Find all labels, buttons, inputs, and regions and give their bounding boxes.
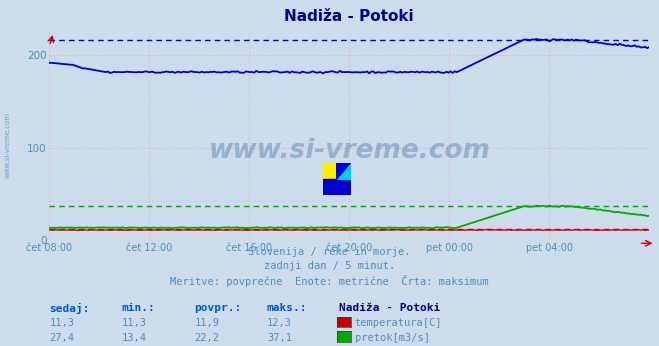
Text: 22,2: 22,2 <box>194 333 219 343</box>
Text: 11,3: 11,3 <box>49 318 74 328</box>
Text: 37,1: 37,1 <box>267 333 292 343</box>
Text: www.si-vreme.com: www.si-vreme.com <box>208 138 490 164</box>
Text: Slovenija / reke in morje.: Slovenija / reke in morje. <box>248 247 411 257</box>
Text: povpr.:: povpr.: <box>194 303 242 313</box>
Text: pretok[m3/s]: pretok[m3/s] <box>355 333 430 343</box>
Text: temperatura[C]: temperatura[C] <box>355 318 442 328</box>
Text: 11,9: 11,9 <box>194 318 219 328</box>
Text: Meritve: povprečne  Enote: metrične  Črta: maksimum: Meritve: povprečne Enote: metrične Črta:… <box>170 275 489 287</box>
Polygon shape <box>337 163 351 179</box>
Text: 11,3: 11,3 <box>122 318 147 328</box>
Text: zadnji dan / 5 minut.: zadnji dan / 5 minut. <box>264 261 395 271</box>
Text: maks.:: maks.: <box>267 303 307 313</box>
Bar <box>337 163 351 179</box>
Text: www.si-vreme.com: www.si-vreme.com <box>5 112 11 179</box>
Text: Nadiža - Potoki: Nadiža - Potoki <box>339 303 441 313</box>
Text: 13,4: 13,4 <box>122 333 147 343</box>
Text: min.:: min.: <box>122 303 156 313</box>
Text: 12,3: 12,3 <box>267 318 292 328</box>
Title: Nadiža - Potoki: Nadiža - Potoki <box>285 9 414 24</box>
Text: sedaj:: sedaj: <box>49 303 90 314</box>
Text: 27,4: 27,4 <box>49 333 74 343</box>
Polygon shape <box>337 163 351 179</box>
Bar <box>323 179 351 195</box>
Bar <box>323 163 337 179</box>
